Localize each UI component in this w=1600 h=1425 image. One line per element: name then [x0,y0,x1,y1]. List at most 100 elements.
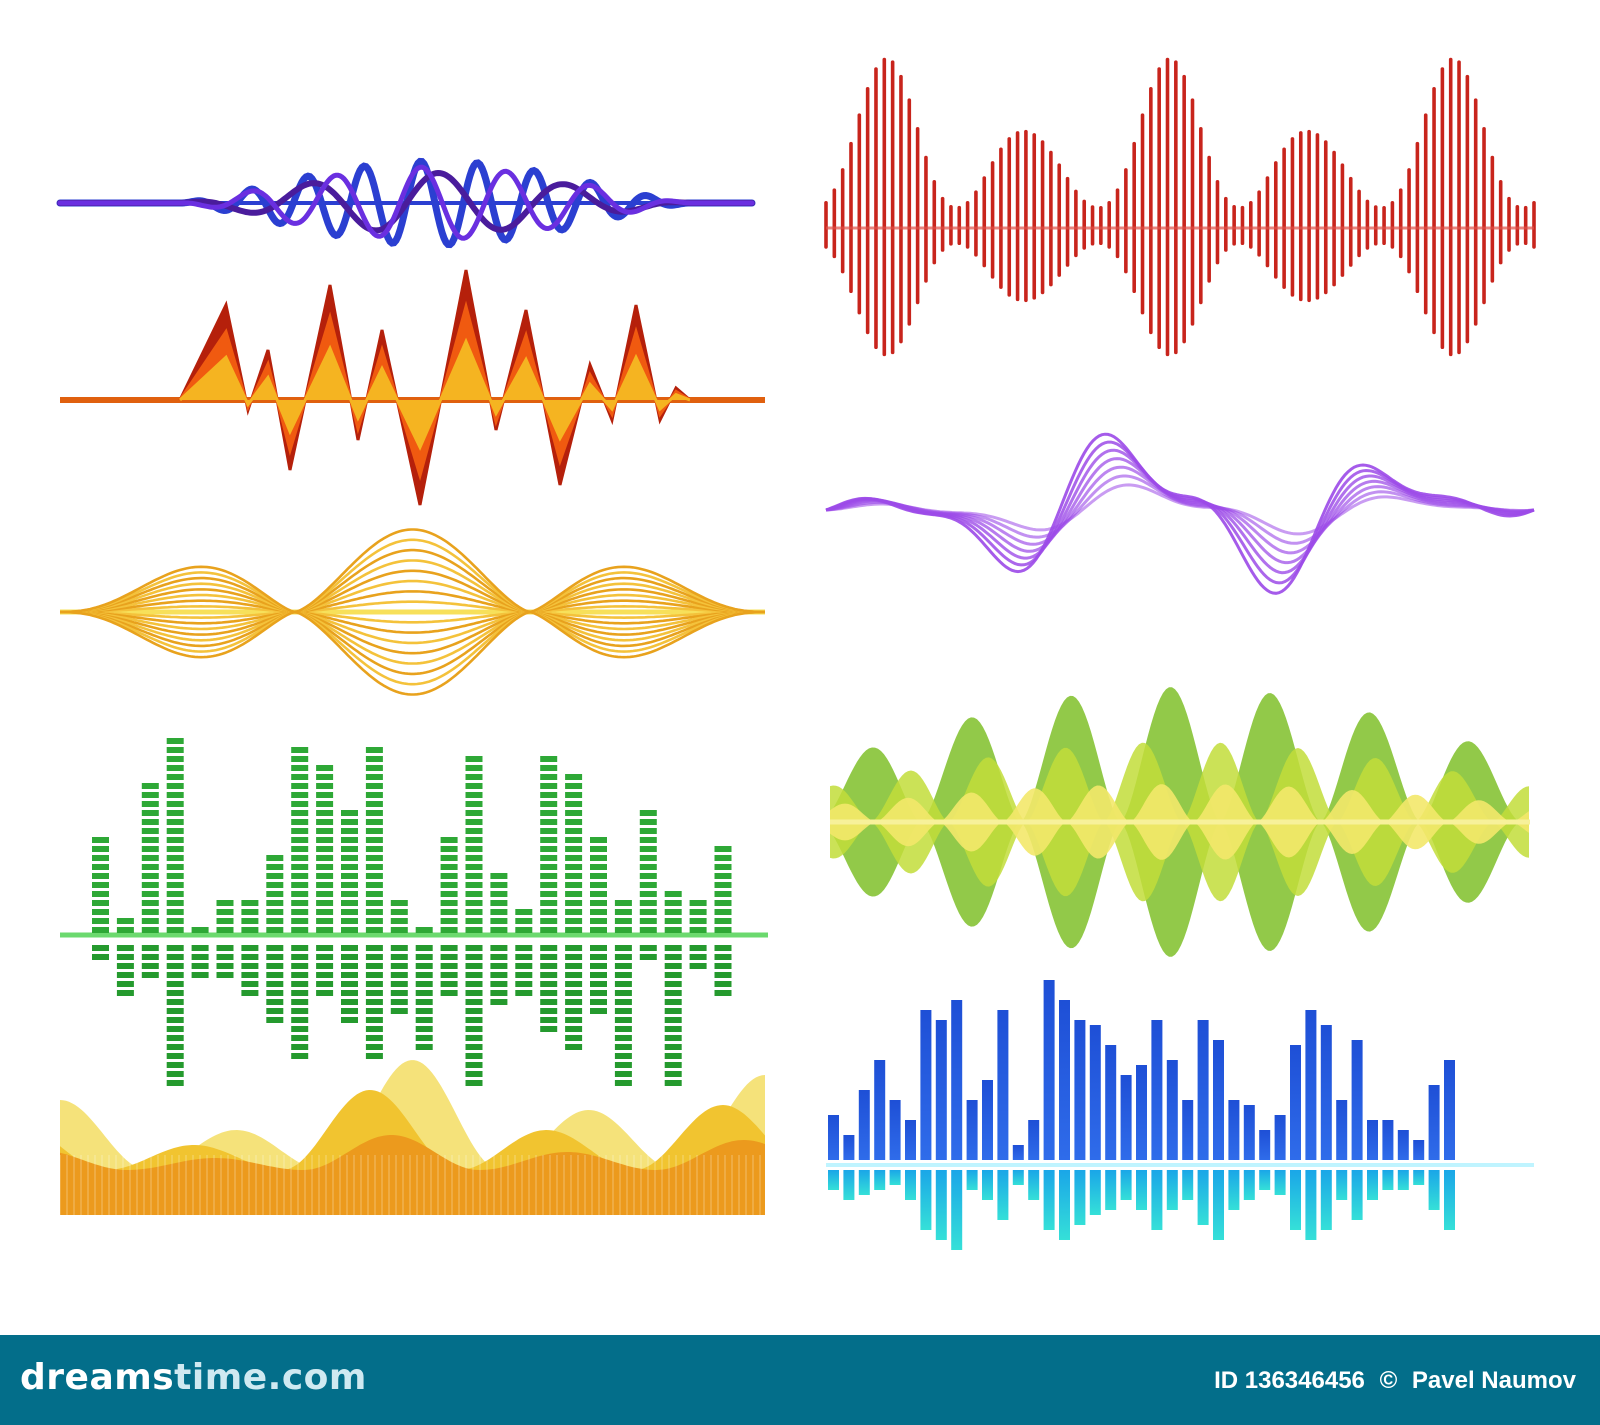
blob-wave-icon [830,687,1530,957]
eq-segment [365,846,383,852]
eq-segment [590,891,607,897]
eq-segment [540,954,558,960]
eq-segment [639,900,657,906]
lens-line [60,600,765,614]
eq-bar [843,1135,855,1160]
eq-segment [465,792,483,798]
eq-segment [316,990,334,996]
eq-segment [291,855,309,861]
eq-segment [490,891,508,897]
eq-bar [1397,1130,1409,1160]
eq-segment [191,972,209,978]
image-credit: ID 136346456 © Pavel Naumov [1206,1367,1576,1395]
eq-segment [614,918,632,924]
eq-segment [390,927,408,933]
eq-segment [614,1080,632,1086]
eq-segment [465,828,483,834]
eq-segment [365,963,383,969]
eq-segment [614,1044,632,1050]
eq-segment [166,1035,184,1041]
eq-segment [266,900,284,906]
eq-segment [415,954,433,960]
eq-segment [291,1017,309,1023]
eq-segment [639,918,657,924]
eq-segment [141,900,159,906]
eq-segment [714,981,732,987]
eq-segment [440,972,458,978]
eq-segment [141,963,159,969]
lens-line [60,610,765,665]
eq-segment [241,918,259,924]
eq-segment [465,855,483,861]
eq-bar [1151,1170,1163,1230]
eq-segment [241,945,259,951]
eq-segment [166,999,184,1005]
eq-segment [291,972,309,978]
eq-bar [951,1000,963,1160]
eq-segment [540,864,558,870]
eq-segment [341,819,358,825]
eq-segment [440,963,458,969]
eq-segment [565,1017,583,1023]
eq-segment [639,846,657,852]
sine-lines-wave-icon [56,157,756,249]
eq-segment [614,981,632,987]
eq-segment [365,891,383,897]
eq-segment [689,900,707,906]
eq-segment [365,837,383,843]
eq-bar [1012,1145,1024,1160]
eq-segment [316,873,334,879]
eq-segment [266,945,284,951]
eq-segment [540,972,558,978]
eq-segment [415,945,433,951]
eq-segment [540,828,558,834]
lens-line [60,610,765,624]
eq-segment [316,900,334,906]
eq-segment [291,756,309,762]
eq-segment [639,891,657,897]
eq-segment [465,846,483,852]
eq-segment [440,891,458,897]
eq-segment [565,927,583,933]
lens-line [60,610,765,676]
eq-segment [465,954,483,960]
eq-segment [365,954,383,960]
eq-segment [291,891,309,897]
lens-line [60,610,765,686]
lens-line [60,538,765,614]
eq-segment [689,927,707,933]
eq-segment [639,810,657,816]
eq-segment [365,1053,383,1059]
eq-segment [490,927,508,933]
eq-segment [365,855,383,861]
eq-segment [490,963,508,969]
eq-segment [540,846,558,852]
eq-segment [291,1053,309,1059]
eq-bar [858,1090,870,1160]
eq-segment [216,945,234,951]
eq-segment [415,1026,433,1032]
eq-segment [540,963,558,969]
eq-segment [141,783,159,789]
eq-segment [540,918,558,924]
eq-segment [341,945,358,951]
eq-segment [664,954,682,960]
eq-segment [540,765,558,771]
site-logo[interactable]: dreamstime.com [20,1357,367,1398]
eq-segment [390,909,408,915]
eq-segment [440,954,458,960]
eq-bar [1043,980,1055,1160]
eq-segment [714,927,732,933]
eq-segment [565,882,583,888]
eq-segment [266,963,284,969]
eq-segment [465,1035,483,1041]
author-name: Pavel Naumov [1411,1367,1576,1394]
eq-segment [465,1044,483,1050]
eq-segment [266,882,284,888]
eq-segment [141,945,159,951]
eq-segment [415,972,433,978]
eq-segment [141,819,159,825]
spike-wave-icon [824,57,1536,357]
eq-segment [540,873,558,879]
eq-segment [141,891,159,897]
